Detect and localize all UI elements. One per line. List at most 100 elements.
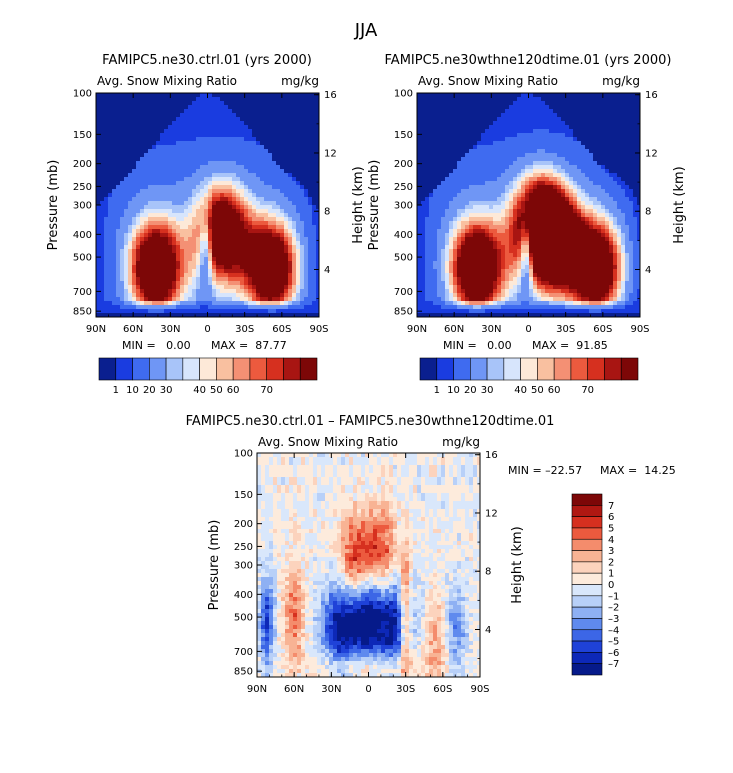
field-cell <box>220 137 225 142</box>
field-cell <box>136 297 141 302</box>
field-cell <box>549 165 554 170</box>
field-cell <box>541 189 546 194</box>
field-cell <box>292 165 297 170</box>
field-cell <box>176 93 181 98</box>
field-cell <box>120 309 125 314</box>
field-cell <box>621 189 626 194</box>
field-cell <box>136 141 141 146</box>
field-cell <box>192 161 197 166</box>
field-cell <box>152 169 157 174</box>
field-cell <box>429 149 434 154</box>
field-cell <box>232 117 237 122</box>
field-cell <box>236 273 241 278</box>
field-cell <box>148 305 153 310</box>
field-cell <box>240 97 245 102</box>
field-cell <box>521 169 526 174</box>
field-cell <box>529 209 534 214</box>
field-cell <box>541 213 546 218</box>
field-cell <box>457 177 462 182</box>
field-cell <box>469 109 474 114</box>
variable-label: Avg. Snow Mixing Ratio <box>97 74 237 88</box>
x-tick-label: 30N <box>160 324 180 335</box>
field-cell <box>509 129 514 134</box>
field-cell <box>252 313 257 317</box>
field-cell <box>180 257 185 262</box>
field-cell <box>240 209 245 214</box>
field-cell <box>116 165 121 170</box>
field-cell <box>312 113 317 118</box>
field-cell <box>212 137 217 142</box>
field-cell <box>493 93 498 98</box>
field-cell <box>425 201 430 206</box>
field-cell <box>316 101 319 106</box>
field-cell <box>569 157 574 162</box>
field-cell <box>489 193 494 198</box>
field-cell <box>621 129 626 134</box>
field-cell <box>196 93 201 98</box>
field-cell <box>581 185 586 190</box>
field-cell <box>220 205 225 210</box>
field-cell <box>629 93 634 98</box>
field-cell <box>621 161 626 166</box>
field-cell <box>264 165 269 170</box>
field-cell <box>160 177 165 182</box>
field-cell <box>128 293 133 298</box>
field-cell <box>236 101 241 106</box>
field-cell <box>537 93 542 98</box>
field-cell <box>112 185 117 190</box>
field-cell <box>184 285 189 290</box>
field-cell <box>96 121 101 126</box>
field-cell <box>533 173 538 178</box>
field-cell <box>477 145 482 150</box>
field-cell <box>196 101 201 106</box>
field-cell <box>549 169 554 174</box>
field-cell <box>136 137 141 142</box>
field-cell <box>204 305 209 310</box>
field-cell <box>280 309 285 314</box>
field-cell <box>164 117 169 122</box>
field-cell <box>541 193 546 198</box>
field-cell <box>236 253 241 258</box>
field-cell <box>485 193 490 198</box>
field-cell <box>264 285 269 290</box>
field-cell <box>180 173 185 178</box>
field-cell <box>196 213 201 218</box>
x-tick-label: 60N <box>123 324 143 335</box>
field-cell <box>112 173 117 178</box>
field-cell <box>156 105 161 110</box>
field-cell <box>585 201 590 206</box>
field-cell <box>601 169 606 174</box>
field-cell <box>196 109 201 114</box>
field-cell <box>316 97 319 102</box>
field-cell <box>228 149 233 154</box>
field-cell <box>296 181 301 186</box>
field-cell <box>485 177 490 182</box>
field-cell <box>204 197 209 202</box>
field-cell <box>256 237 261 242</box>
field-cell <box>529 205 534 210</box>
field-cell <box>565 97 570 102</box>
field-cell <box>224 301 229 306</box>
field-cell <box>441 205 446 210</box>
field-cell <box>421 133 426 138</box>
field-cell <box>248 241 253 246</box>
field-cell <box>529 189 534 194</box>
field-cell <box>525 125 530 130</box>
field-cell <box>176 165 181 170</box>
field-cell <box>188 297 193 302</box>
field-cell <box>312 189 317 194</box>
field-cell <box>116 237 121 242</box>
field-cell <box>268 149 273 154</box>
field-cell <box>96 297 101 302</box>
field-cell <box>561 109 566 114</box>
field-cell <box>437 169 442 174</box>
field-cell <box>180 165 185 170</box>
field-cell <box>212 285 217 290</box>
field-cell <box>220 161 225 166</box>
field-cell <box>312 133 317 138</box>
field-cell <box>425 189 430 194</box>
field-cell <box>176 169 181 174</box>
field-cell <box>509 97 514 102</box>
field-cell <box>104 301 109 306</box>
field-cell <box>136 193 141 198</box>
